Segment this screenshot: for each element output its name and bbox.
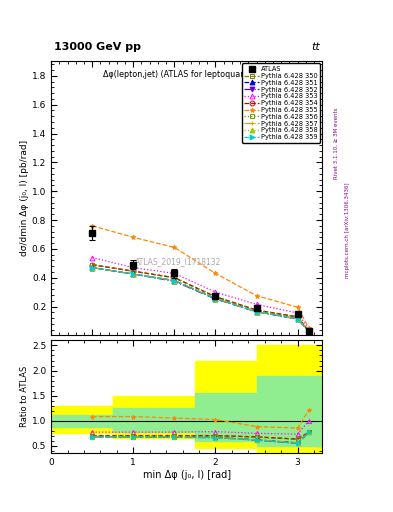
Text: ATLAS_2019_I1718132: ATLAS_2019_I1718132 (135, 257, 222, 266)
X-axis label: min Δφ (j₀, l) [rad]: min Δφ (j₀, l) [rad] (143, 470, 231, 480)
Text: tt: tt (311, 42, 320, 52)
Y-axis label: Ratio to ATLAS: Ratio to ATLAS (20, 366, 29, 428)
Y-axis label: dσ/dmin Δφ (j₀, l) [pb/rad]: dσ/dmin Δφ (j₀, l) [pb/rad] (20, 140, 29, 257)
Text: 13000 GeV pp: 13000 GeV pp (54, 42, 141, 52)
Text: Δφ(lepton,jet) (ATLAS for leptoquark search): Δφ(lepton,jet) (ATLAS for leptoquark sea… (103, 70, 281, 79)
Text: mcplots.cern.ch [arXiv:1306.3436]: mcplots.cern.ch [arXiv:1306.3436] (345, 183, 350, 278)
Legend: ATLAS, Pythia 6.428 350, Pythia 6.428 351, Pythia 6.428 352, Pythia 6.428 353, P: ATLAS, Pythia 6.428 350, Pythia 6.428 35… (242, 63, 320, 143)
Text: Rivet 3.1.10, ≥ 3M events: Rivet 3.1.10, ≥ 3M events (334, 108, 338, 179)
